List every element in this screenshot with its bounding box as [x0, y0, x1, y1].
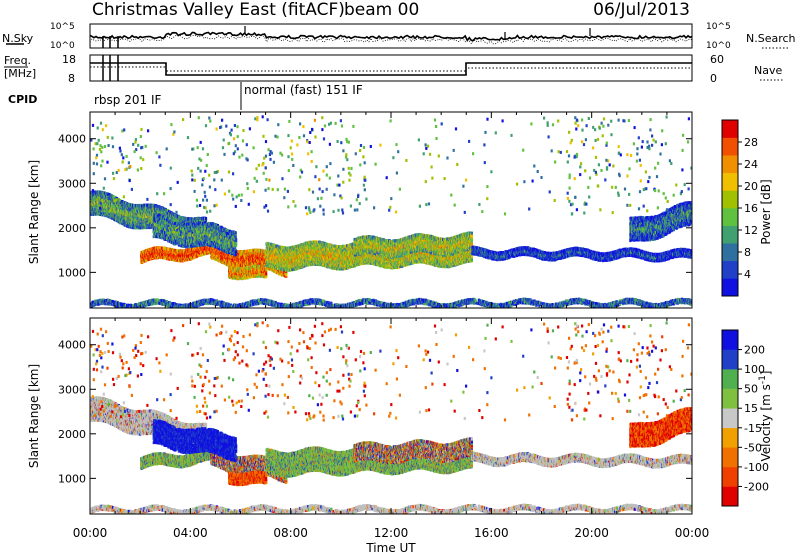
freq-tick-top: 18	[62, 53, 76, 66]
nave-tick-top: 60	[710, 53, 724, 66]
cpid-row: CPID rbsp 201 IF normal (fast) 151 IF	[8, 82, 363, 110]
noise-right-tick-bottom: 10^0	[706, 41, 731, 51]
nave-label: Nave	[754, 64, 782, 77]
freq-tick-bottom: 8	[68, 72, 75, 85]
power-cell	[204, 216, 208, 220]
nave-tick-bottom: 0	[710, 72, 717, 85]
plot-title: Christmas Valley East (fitACF)	[92, 0, 345, 20]
noise-right-tick-top: 10^5	[706, 22, 731, 32]
freq-label-2: [MHz]	[4, 67, 36, 80]
power-cell	[119, 199, 122, 203]
noise-panel: N.Sky 10^5 10^0 10^5 10^0 N.Search	[2, 22, 796, 51]
freq-label-1: Freq.	[4, 54, 31, 67]
power-cell	[112, 195, 115, 199]
cpid-mode-1: rbsp 201 IF	[94, 93, 161, 107]
noise-search-trace	[89, 34, 693, 45]
noise-right-label: N.Search	[746, 32, 796, 45]
power-cell	[94, 190, 97, 194]
cpid-mode-2: normal (fast) 151 IF	[244, 83, 363, 97]
date-label: 06/Jul/2013	[593, 0, 690, 20]
freq-panel: Freq. [MHz] 18 8 60 0 Nave	[4, 53, 784, 85]
noise-left-tick-bottom: 10^0	[50, 41, 75, 51]
beam-label: beam 00	[344, 0, 419, 20]
cpid-label: CPID	[8, 93, 37, 106]
nave-trace	[90, 66, 692, 72]
noise-sky-trace	[89, 31, 693, 42]
power-cell	[204, 218, 208, 222]
noise-left-label: N.Sky	[2, 32, 34, 45]
freq-trace	[90, 62, 692, 76]
noise-left-tick-top: 10^5	[50, 22, 75, 32]
